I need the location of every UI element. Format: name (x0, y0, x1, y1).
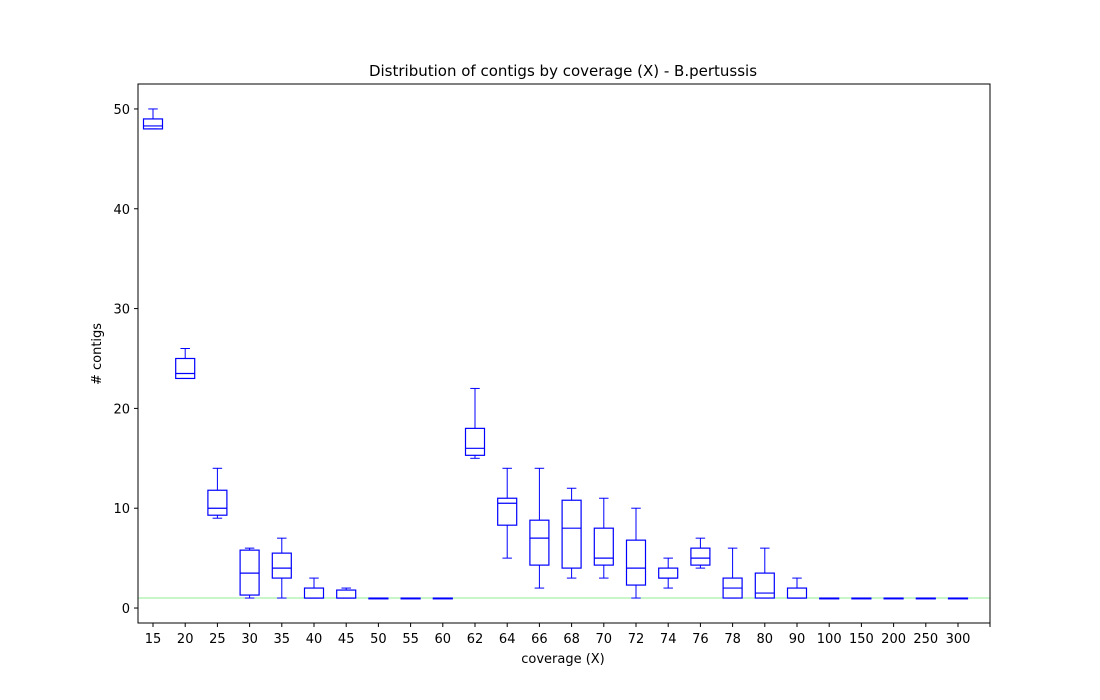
plot-frame (137, 83, 991, 624)
box-250 (915, 597, 936, 600)
box-62 (464, 387, 486, 459)
x-tick-label: 150 (849, 632, 874, 647)
x-tick-label: 45 (338, 632, 355, 647)
x-tick-label: 300 (946, 632, 971, 647)
box-70 (593, 497, 614, 579)
x-tick-label: 100 (817, 632, 842, 647)
box-body (561, 499, 582, 569)
x-tick-label: 60 (435, 632, 452, 647)
x-axis-label: coverage (X) (521, 652, 605, 667)
box-76 (690, 537, 711, 569)
box-74 (658, 557, 679, 589)
x-tick-label: 76 (692, 632, 709, 647)
x-axis-ticks: 15 20 25 30 35 40 45 50 55 60 62 64 66 68 70 72 74 76 78 80… (145, 623, 991, 647)
y-axis-label: # contigs (90, 323, 105, 385)
box-60 (432, 597, 453, 600)
x-tick-label: 25 (209, 632, 226, 647)
box-body (497, 497, 518, 526)
y-tick-label: 20 (113, 402, 130, 417)
box-body (464, 427, 486, 456)
box-body (529, 519, 550, 566)
plot-area (138, 108, 990, 600)
x-tick-label: 55 (402, 632, 419, 647)
box-68 (561, 487, 582, 579)
x-tick-label: 72 (628, 632, 645, 647)
x-tick-label: 35 (274, 632, 291, 647)
box-300 (947, 597, 969, 600)
x-tick-label: 50 (370, 632, 387, 647)
box-15 (142, 108, 164, 130)
box-body (754, 572, 775, 599)
box-40 (303, 577, 325, 599)
box-body (593, 527, 614, 566)
x-tick-label: 30 (241, 632, 258, 647)
box-45 (336, 587, 357, 599)
x-tick-label: 74 (660, 632, 677, 647)
y-tick-label: 10 (113, 502, 130, 517)
box-body (175, 357, 196, 380)
box-body (142, 118, 164, 130)
box-body (690, 547, 711, 566)
box-body (625, 539, 647, 586)
box-80 (754, 547, 775, 599)
box-body (271, 552, 292, 579)
x-tick-label: 68 (563, 632, 580, 647)
box-20 (175, 348, 196, 380)
box-body (336, 589, 357, 599)
x-tick-label: 15 (145, 632, 162, 647)
x-tick-label: 80 (757, 632, 774, 647)
box-30 (239, 547, 260, 599)
box-66 (529, 467, 550, 589)
y-tick-label: 40 (113, 203, 130, 218)
box-100 (819, 597, 840, 600)
box-body (786, 587, 808, 599)
y-tick-label: 50 (113, 103, 130, 118)
box-35 (271, 537, 292, 599)
box-64 (497, 467, 518, 559)
x-tick-label: 64 (499, 632, 516, 647)
box-150 (851, 597, 872, 600)
box-body (303, 587, 325, 599)
box-200 (883, 597, 904, 600)
x-tick-label: 200 (881, 632, 906, 647)
box-90 (786, 577, 808, 599)
box-78 (722, 547, 743, 599)
x-tick-label: 66 (531, 632, 548, 647)
box-body (658, 567, 679, 579)
x-tick-label: 250 (913, 632, 938, 647)
box-72 (625, 507, 647, 599)
x-tick-label: 62 (467, 632, 484, 647)
y-tick-label: 30 (113, 303, 130, 318)
box-55 (400, 597, 421, 600)
chart-title: Distribution of contigs by coverage (X) … (369, 62, 757, 80)
x-tick-label: 20 (177, 632, 194, 647)
x-tick-label: 90 (789, 632, 806, 647)
x-tick-label: 70 (596, 632, 613, 647)
x-tick-label: 40 (306, 632, 323, 647)
box-body (207, 489, 228, 516)
box-50 (368, 597, 389, 600)
box-25 (207, 467, 228, 519)
y-tick-label: 0 (122, 602, 130, 617)
x-tick-label: 78 (724, 632, 741, 647)
y-axis-ticks: 0 10 20 30 40 50 (113, 103, 138, 617)
